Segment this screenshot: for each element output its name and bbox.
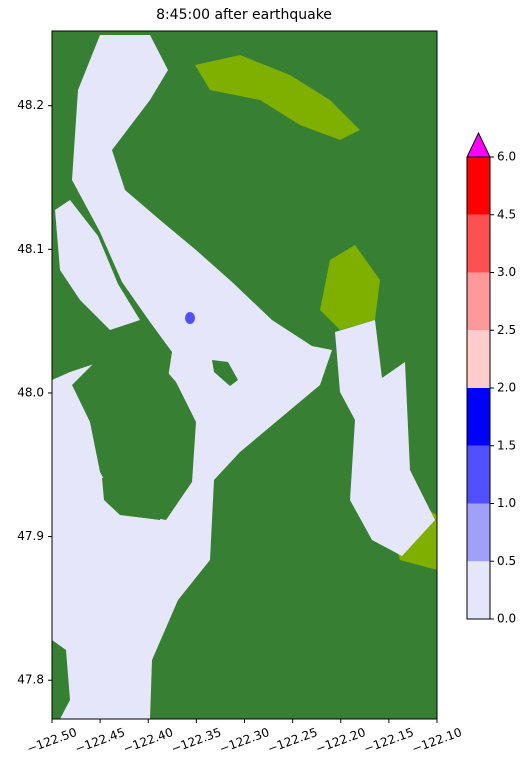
- colorbar-segment: [467, 330, 490, 388]
- colorbar-segment: [467, 272, 490, 331]
- x-tick-label: −122.35: [169, 725, 223, 756]
- colorbar-tick-label: 4.5: [497, 207, 516, 221]
- x-tick-label: −122.25: [266, 725, 320, 756]
- colorbar-tick-label: 1.5: [497, 438, 516, 452]
- chart-title: 8:45:00 after earthquake: [156, 7, 332, 23]
- colorbar-frame: [466, 156, 491, 620]
- colorbar-tick-label: 6.0: [497, 150, 516, 164]
- y-tick-label: 48.1: [17, 242, 44, 256]
- island: [212, 360, 238, 386]
- y-tick-label: 48.0: [17, 385, 44, 399]
- colorbar-tick-label: 1.0: [497, 496, 516, 510]
- colorbar-segment: [467, 214, 490, 273]
- x-tick-label: −122.30: [217, 725, 271, 756]
- x-tick-label: −122.50: [25, 725, 79, 756]
- colorbar-tick-label: 0.5: [497, 554, 516, 568]
- water: [335, 320, 435, 556]
- colorbar-tick-label: 2.5: [497, 323, 516, 337]
- map: [52, 31, 437, 719]
- island: [102, 474, 162, 520]
- lowland: [195, 55, 360, 140]
- x-tick-label: −122.10: [410, 725, 464, 756]
- plot-frame: [51, 30, 438, 720]
- x-tick-label: −122.20: [314, 725, 368, 756]
- colorbar-tick-label: 0.0: [497, 612, 516, 626]
- colorbar-extend: [466, 131, 491, 158]
- island: [52, 640, 70, 719]
- colorbar-segment: [467, 157, 490, 215]
- colorbar-segment: [467, 561, 490, 619]
- colorbar-tick-label: 2.0: [497, 381, 516, 395]
- colorbar-tick-label: 3.0: [497, 265, 516, 279]
- colorbar-segment: [467, 445, 490, 504]
- colorbar-segment: [467, 388, 490, 446]
- x-tick-label: −122.40: [121, 725, 175, 756]
- x-tick-label: −122.45: [73, 725, 127, 756]
- y-tick-label: 48.2: [17, 98, 44, 112]
- x-tick-label: −122.15: [362, 725, 416, 756]
- water: [52, 35, 332, 719]
- y-tick-label: 47.8: [17, 673, 44, 687]
- hotspot: [185, 312, 195, 324]
- water: [55, 200, 140, 330]
- y-tick-label: 47.9: [17, 529, 44, 543]
- colorbar-segment: [467, 503, 490, 562]
- island: [72, 352, 196, 520]
- lowland: [320, 245, 380, 330]
